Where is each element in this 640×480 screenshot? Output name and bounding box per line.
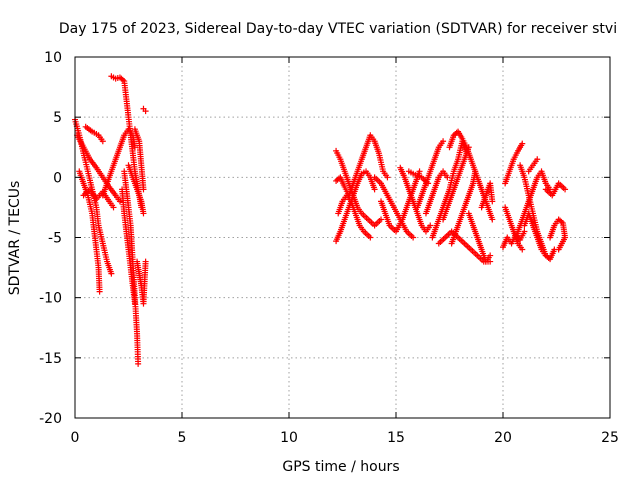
data-track bbox=[542, 180, 569, 199]
x-tick-label: 0 bbox=[71, 430, 80, 446]
data-point bbox=[519, 140, 526, 147]
data-track bbox=[405, 168, 432, 187]
data-point bbox=[140, 186, 147, 193]
data-track bbox=[131, 126, 147, 193]
data-point bbox=[140, 210, 147, 217]
y-tick-label: -15 bbox=[39, 351, 62, 367]
data-track bbox=[125, 162, 147, 217]
data-track bbox=[134, 258, 149, 307]
data-track bbox=[333, 132, 391, 199]
data-track bbox=[119, 186, 138, 307]
y-tick-label: -5 bbox=[48, 231, 62, 247]
data-point bbox=[562, 186, 569, 193]
data-track bbox=[333, 168, 378, 245]
x-tick-label: 20 bbox=[494, 430, 512, 446]
y-tick-label: 10 bbox=[44, 50, 62, 66]
data-point bbox=[367, 234, 374, 241]
data-point bbox=[542, 252, 549, 259]
data-track bbox=[76, 168, 103, 295]
data-point bbox=[472, 168, 479, 175]
data-point bbox=[108, 270, 115, 277]
x-tick-label: 10 bbox=[280, 430, 298, 446]
data-point bbox=[116, 198, 123, 205]
data-track bbox=[82, 123, 106, 145]
data-point bbox=[131, 300, 138, 307]
y-tick-labels: -20 -15 -10 -5 0 5 10 bbox=[39, 50, 62, 427]
y-axis-label: SDTVAR / TECUs bbox=[7, 181, 23, 296]
data-point bbox=[416, 168, 423, 175]
x-tick-label: 5 bbox=[178, 430, 187, 446]
data-point bbox=[489, 216, 496, 223]
data-track bbox=[335, 192, 374, 241]
data-point bbox=[427, 222, 434, 229]
data-track bbox=[521, 210, 549, 259]
data-track bbox=[414, 138, 447, 211]
data-track bbox=[440, 144, 472, 223]
data-track bbox=[478, 180, 496, 211]
grid bbox=[75, 57, 610, 418]
data-track bbox=[140, 105, 149, 115]
data-point bbox=[96, 288, 103, 295]
data-point bbox=[489, 198, 496, 205]
data-track bbox=[448, 168, 479, 247]
data-track bbox=[99, 126, 138, 199]
data-point bbox=[444, 174, 451, 181]
y-tick-label: -10 bbox=[39, 291, 62, 307]
data-track bbox=[74, 132, 123, 205]
data-point bbox=[555, 246, 562, 253]
data-point bbox=[487, 252, 494, 259]
data-point bbox=[371, 186, 378, 193]
y-tick-label: 5 bbox=[53, 110, 62, 126]
data-point bbox=[99, 138, 106, 145]
data-point bbox=[384, 174, 391, 181]
x-tick-label: 15 bbox=[387, 430, 405, 446]
x-tick-label: 25 bbox=[601, 430, 619, 446]
data-point bbox=[378, 216, 385, 223]
data-track bbox=[465, 210, 494, 265]
data-track bbox=[525, 156, 541, 175]
data-track bbox=[500, 228, 528, 251]
chart-title: Day 175 of 2023, Sidereal Day-to-day VTE… bbox=[59, 21, 617, 37]
data-track bbox=[547, 216, 569, 253]
data-point bbox=[534, 156, 541, 163]
y-tick-label: -20 bbox=[39, 411, 62, 427]
axis-ticks bbox=[74, 56, 611, 419]
data-point bbox=[519, 246, 526, 253]
data-point bbox=[135, 360, 142, 367]
data-point bbox=[521, 228, 528, 235]
data-track bbox=[422, 168, 451, 217]
data-point bbox=[110, 204, 117, 211]
data-track bbox=[502, 140, 526, 187]
data-track bbox=[446, 128, 496, 223]
y-tick-label: 0 bbox=[53, 170, 62, 186]
data-track bbox=[397, 164, 434, 235]
data-point bbox=[440, 138, 447, 145]
data-track bbox=[333, 147, 385, 229]
data-point bbox=[142, 258, 149, 265]
data-point bbox=[142, 108, 149, 115]
data-points bbox=[72, 73, 569, 367]
x-tick-labels: 0 5 10 15 20 25 bbox=[71, 430, 619, 446]
x-axis-label: GPS time / hours bbox=[282, 459, 399, 475]
data-point bbox=[410, 234, 417, 241]
